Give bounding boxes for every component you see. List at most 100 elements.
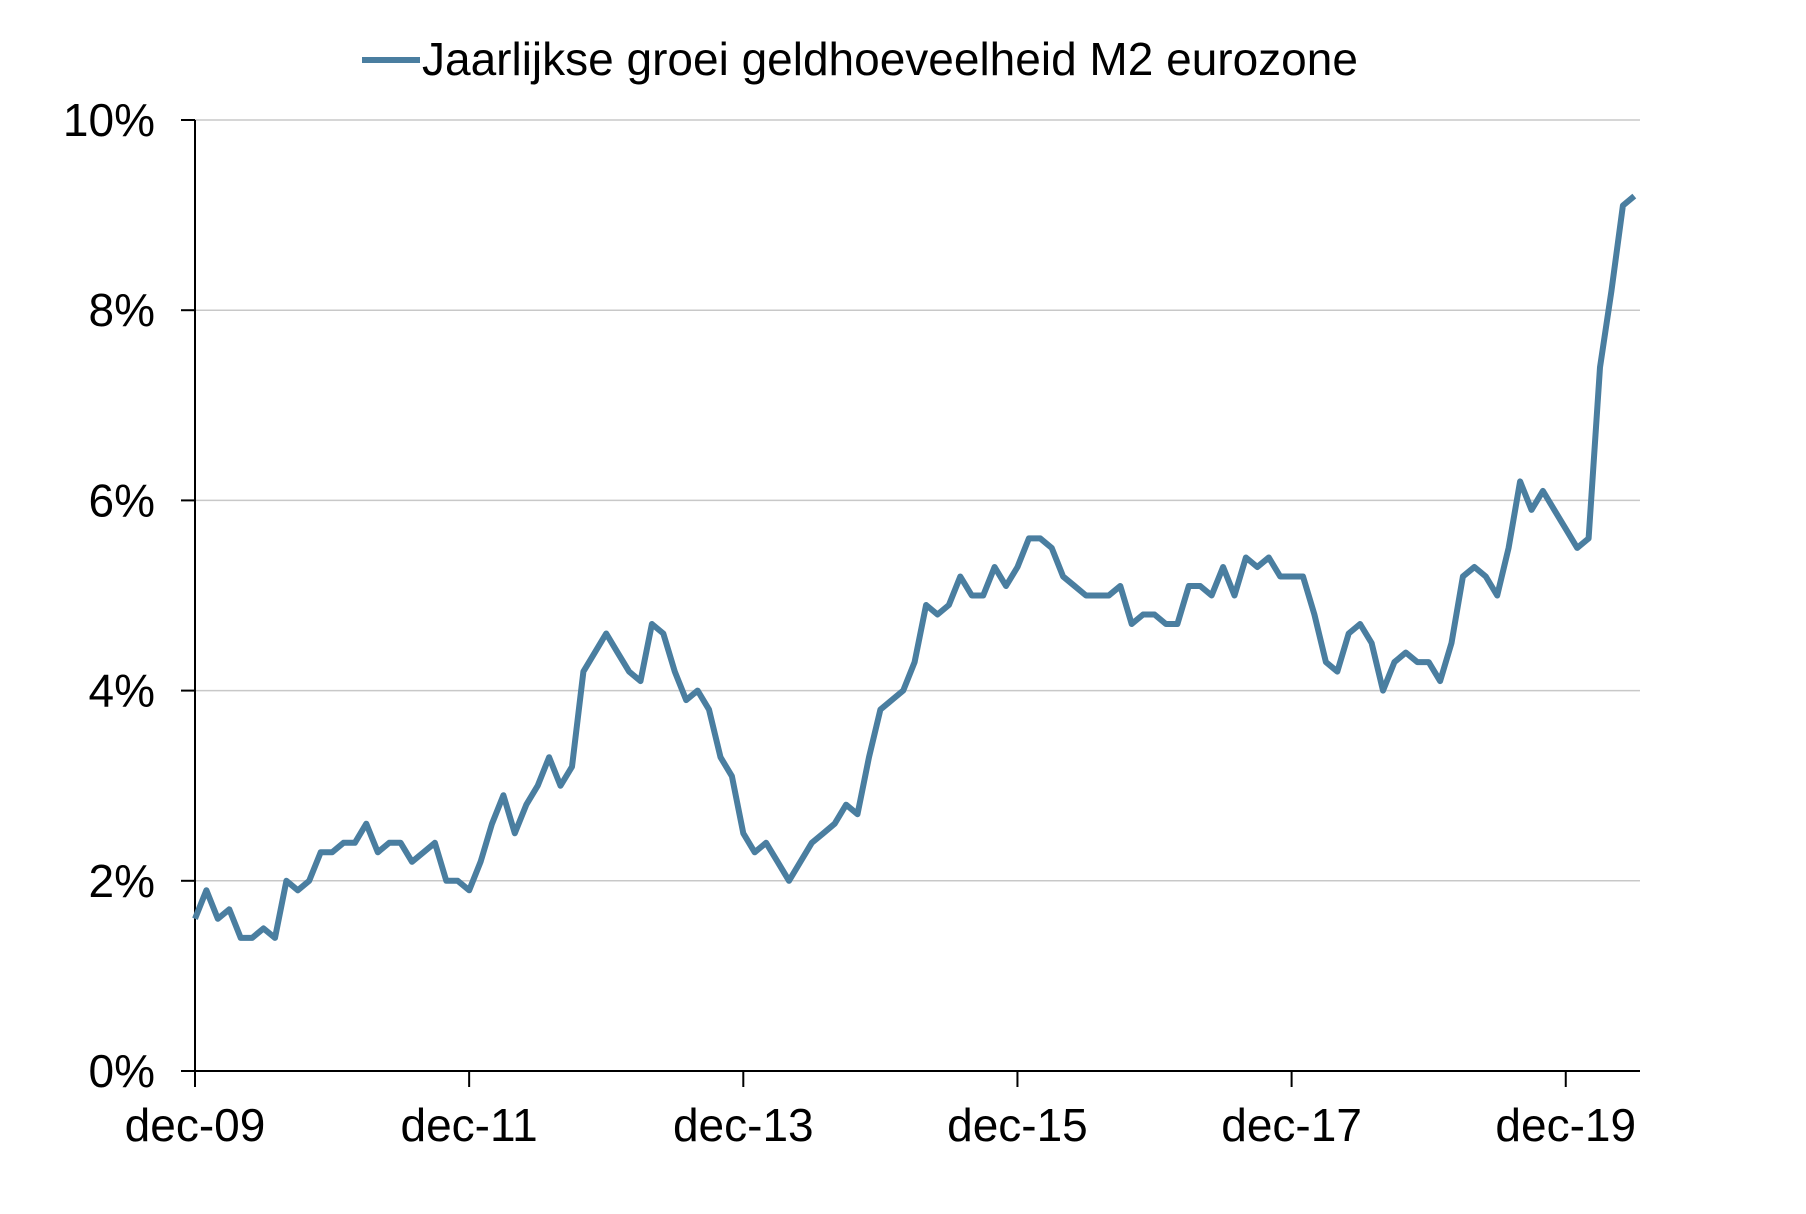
y-tick-label: 8% bbox=[89, 284, 155, 336]
data-point bbox=[752, 849, 758, 855]
data-point bbox=[763, 840, 769, 846]
data-point bbox=[603, 631, 609, 637]
data-point bbox=[1494, 593, 1500, 599]
data-point bbox=[1620, 203, 1626, 209]
data-point bbox=[1391, 659, 1397, 665]
data-point bbox=[352, 840, 358, 846]
data-point bbox=[1574, 545, 1580, 551]
data-point bbox=[980, 593, 986, 599]
data-point bbox=[1528, 507, 1534, 513]
data-point bbox=[1334, 669, 1340, 675]
data-point bbox=[1254, 564, 1260, 570]
data-point bbox=[443, 878, 449, 884]
data-point bbox=[1483, 573, 1489, 579]
data-point bbox=[1471, 564, 1477, 570]
data-point bbox=[215, 916, 221, 922]
y-tick-label: 0% bbox=[89, 1045, 155, 1097]
data-point bbox=[1426, 659, 1432, 665]
data-point bbox=[660, 631, 666, 637]
data-point bbox=[1231, 593, 1237, 599]
data-point bbox=[969, 593, 975, 599]
data-point bbox=[683, 697, 689, 703]
data-point bbox=[329, 849, 335, 855]
y-tick-label: 6% bbox=[89, 474, 155, 526]
data-point bbox=[740, 830, 746, 836]
data-point bbox=[843, 802, 849, 808]
data-point bbox=[672, 669, 678, 675]
data-point bbox=[580, 669, 586, 675]
data-point bbox=[1346, 631, 1352, 637]
data-point bbox=[226, 906, 232, 912]
data-point bbox=[1437, 678, 1443, 684]
data-point bbox=[1608, 288, 1614, 294]
data-point bbox=[1060, 573, 1066, 579]
data-point bbox=[1129, 621, 1135, 627]
y-tick-label: 2% bbox=[89, 855, 155, 907]
x-tick-label: dec-13 bbox=[673, 1099, 814, 1151]
data-point bbox=[1563, 526, 1569, 532]
data-point bbox=[420, 849, 426, 855]
data-point bbox=[1209, 593, 1215, 599]
data-point bbox=[649, 621, 655, 627]
data-point bbox=[1266, 554, 1272, 560]
data-point bbox=[1586, 535, 1592, 541]
data-point bbox=[992, 564, 998, 570]
legend-label: Jaarlijkse groei geldhoeveelheid M2 euro… bbox=[422, 33, 1358, 85]
data-point bbox=[1460, 573, 1466, 579]
data-point bbox=[455, 878, 461, 884]
data-point bbox=[1014, 564, 1020, 570]
data-point bbox=[1026, 535, 1032, 541]
data-point bbox=[855, 811, 861, 817]
data-point bbox=[1403, 650, 1409, 656]
data-point bbox=[283, 878, 289, 884]
data-point bbox=[1631, 193, 1637, 199]
data-point bbox=[1106, 593, 1112, 599]
data-point bbox=[478, 859, 484, 865]
data-point bbox=[432, 840, 438, 846]
data-point bbox=[626, 669, 632, 675]
data-point bbox=[1037, 535, 1043, 541]
data-point bbox=[272, 935, 278, 941]
data-point bbox=[877, 707, 883, 713]
data-point bbox=[1049, 545, 1055, 551]
y-tick-label: 4% bbox=[89, 665, 155, 717]
data-point bbox=[1369, 640, 1375, 646]
data-point bbox=[1597, 364, 1603, 370]
data-point bbox=[192, 916, 198, 922]
series-group bbox=[192, 193, 1637, 941]
data-point bbox=[1311, 612, 1317, 618]
legend: Jaarlijkse groei geldhoeveelheid M2 euro… bbox=[362, 33, 1358, 85]
data-point bbox=[1414, 659, 1420, 665]
x-tick-label: dec-11 bbox=[401, 1099, 538, 1151]
data-point bbox=[1094, 593, 1100, 599]
data-point bbox=[1380, 688, 1386, 694]
data-point bbox=[1140, 612, 1146, 618]
data-point bbox=[1163, 621, 1169, 627]
x-tick-label: dec-19 bbox=[1495, 1099, 1636, 1151]
data-point bbox=[386, 840, 392, 846]
data-point bbox=[889, 697, 895, 703]
data-point bbox=[786, 878, 792, 884]
data-point bbox=[306, 878, 312, 884]
data-point bbox=[375, 849, 381, 855]
series-line bbox=[192, 193, 1637, 941]
data-point bbox=[729, 773, 735, 779]
data-point bbox=[363, 821, 369, 827]
data-point bbox=[558, 783, 564, 789]
y-tick-label: 10% bbox=[63, 94, 155, 146]
data-point bbox=[775, 859, 781, 865]
data-point bbox=[934, 612, 940, 618]
data-point bbox=[957, 573, 963, 579]
data-point bbox=[1300, 573, 1306, 579]
data-point bbox=[1243, 554, 1249, 560]
data-point bbox=[1277, 573, 1283, 579]
data-point bbox=[489, 821, 495, 827]
data-point bbox=[238, 935, 244, 941]
data-point bbox=[1186, 583, 1192, 589]
data-point bbox=[797, 859, 803, 865]
data-point bbox=[1517, 478, 1523, 484]
data-point bbox=[1117, 583, 1123, 589]
data-point bbox=[1152, 612, 1158, 618]
